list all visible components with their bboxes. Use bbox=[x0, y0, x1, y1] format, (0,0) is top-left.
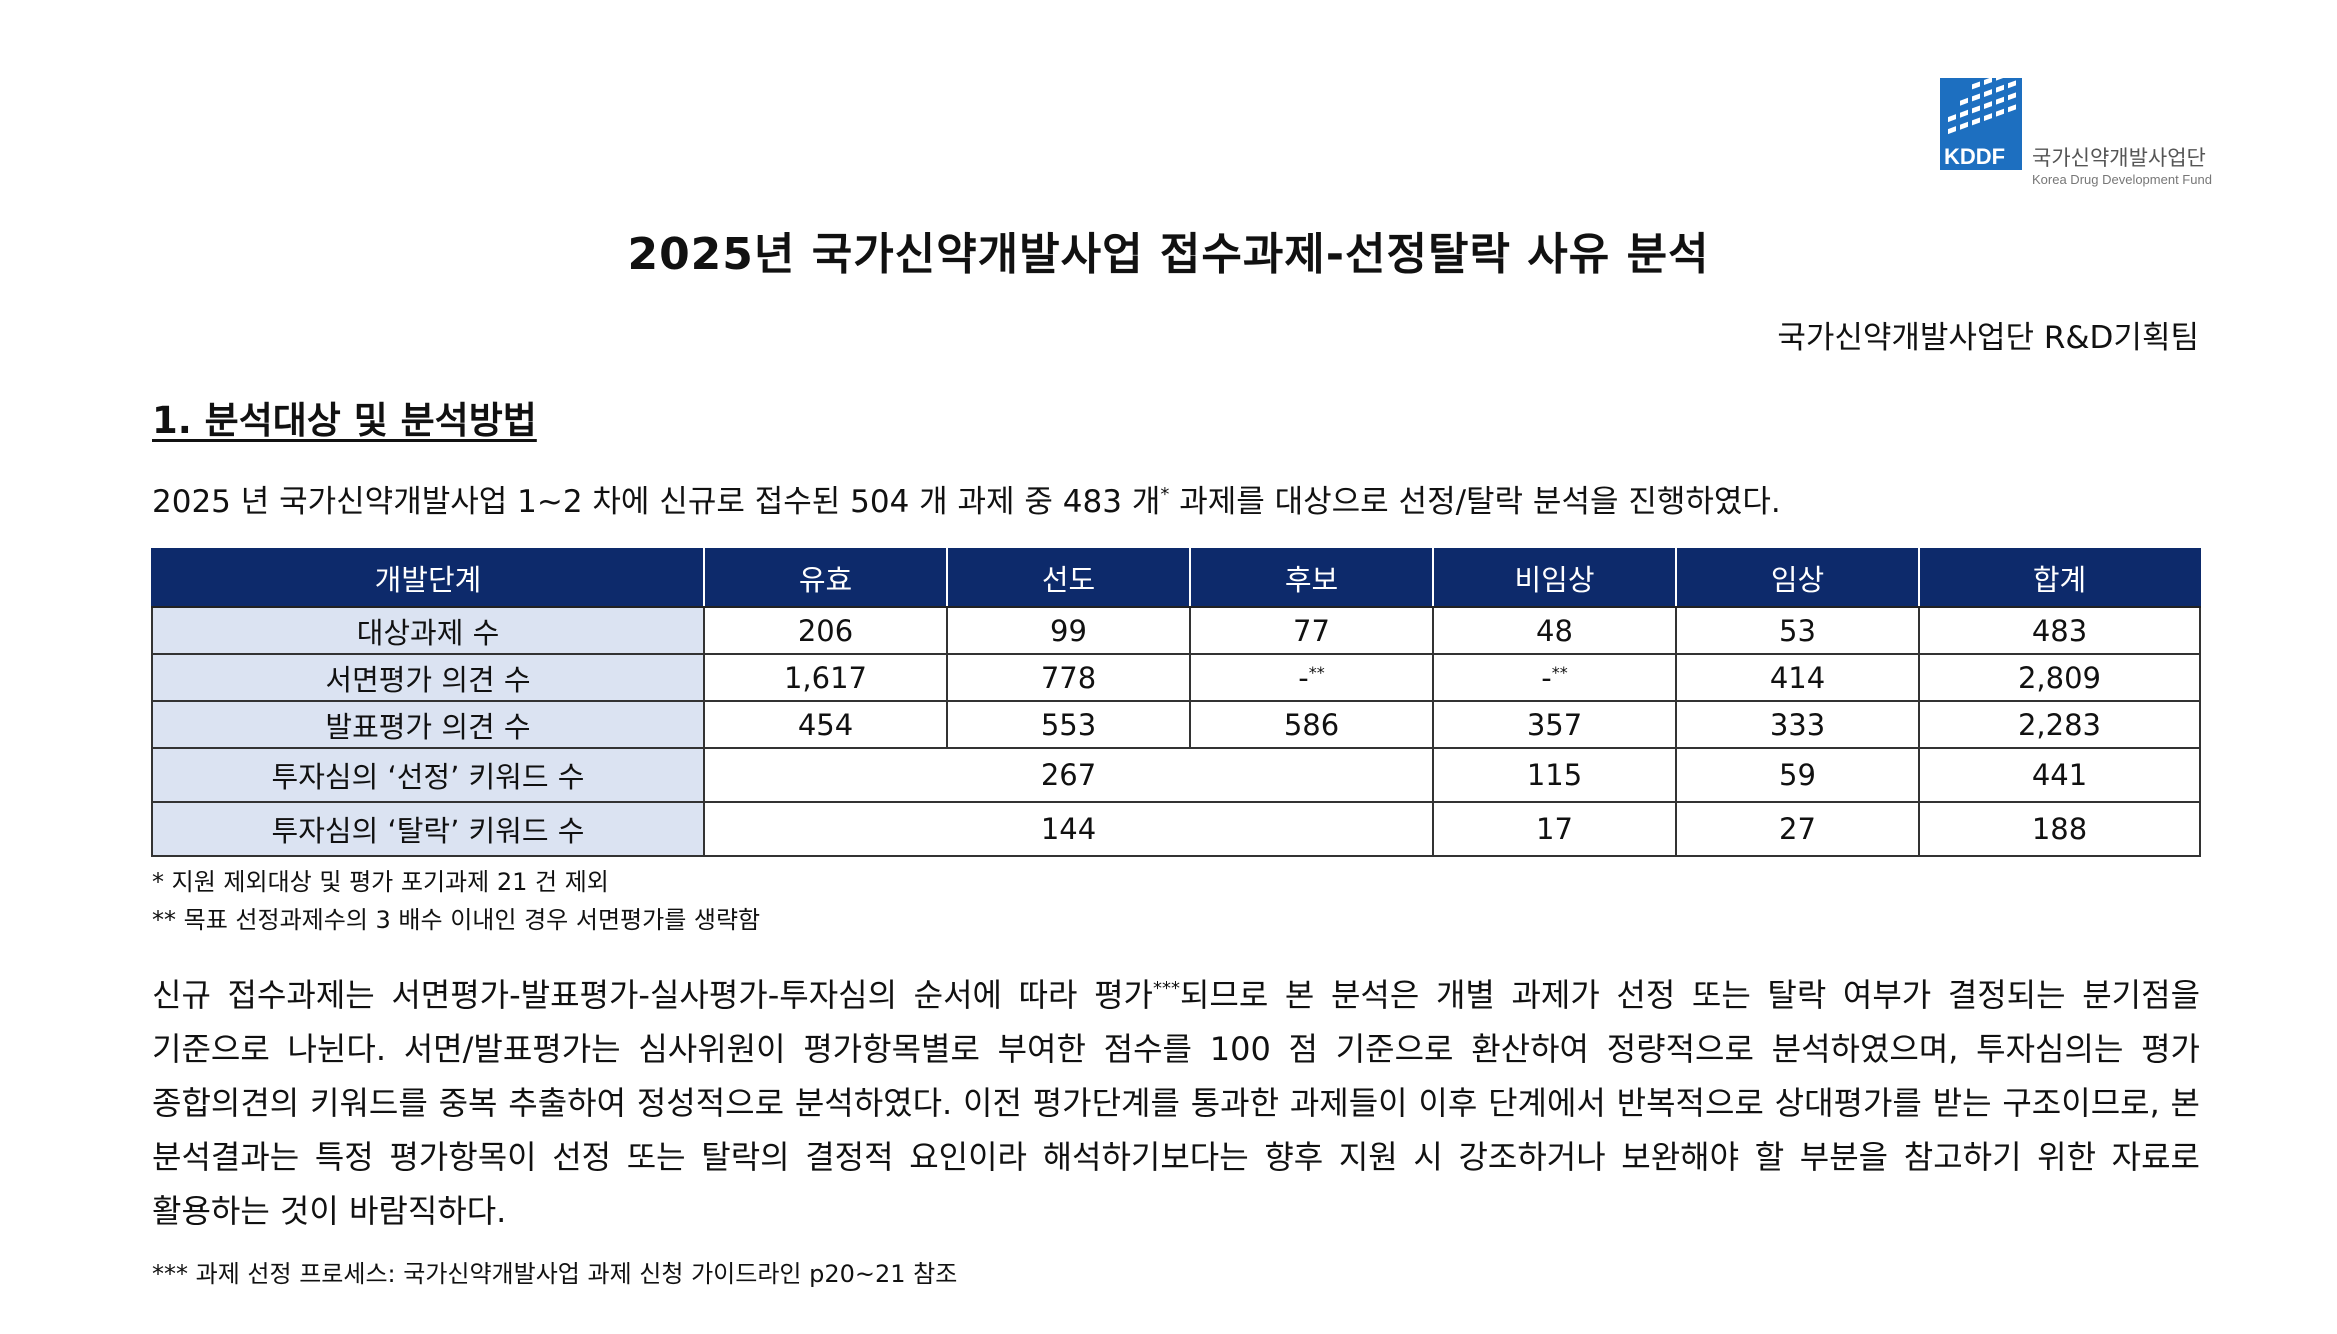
table-header-cell: 후보 bbox=[1189, 548, 1434, 608]
table-cell: 115 bbox=[1432, 747, 1677, 803]
intro-text: 2025 년 국가신약개발사업 1~2 차에 신규로 접수된 504 개 과제 … bbox=[152, 476, 1781, 521]
stats-table: 개발단계 유효 선도 후보 비임상 임상 합계 대상과제 수 206 99 77… bbox=[151, 548, 2201, 857]
table-header-row: 개발단계 유효 선도 후보 비임상 임상 합계 bbox=[151, 548, 2201, 608]
intro-footnote-mark: * bbox=[1160, 484, 1170, 505]
table-cell: 357 bbox=[1432, 700, 1677, 749]
table-row: 대상과제 수 206 99 77 48 53 483 bbox=[151, 606, 2201, 655]
table-cell: 17 bbox=[1432, 801, 1677, 857]
table-cell: 53 bbox=[1675, 606, 1920, 655]
merged-cell: 267 bbox=[703, 747, 1434, 803]
table-cell: 553 bbox=[946, 700, 1191, 749]
table-row: 투자심의 ‘선정’ 키워드 수 267 115 59 441 bbox=[151, 747, 2201, 803]
table-cell: 2,283 bbox=[1918, 700, 2201, 749]
merged-cell: 144 bbox=[703, 801, 1434, 857]
section-heading: 1. 분석대상 및 분석방법 bbox=[152, 399, 537, 442]
row-label: 대상과제 수 bbox=[151, 606, 705, 655]
cell-value: - bbox=[1541, 660, 1552, 695]
department-name: 국가신약개발사업단 R&D기획팀 bbox=[1777, 320, 2199, 356]
table-cell: 99 bbox=[946, 606, 1191, 655]
table-header-cell: 임상 bbox=[1675, 548, 1920, 608]
table-cell: 59 bbox=[1675, 747, 1920, 803]
logo-name: 국가신약개발사업단 bbox=[2032, 146, 2206, 170]
table-header-cell: 선도 bbox=[946, 548, 1191, 608]
row-label: 투자심의 ‘선정’ 키워드 수 bbox=[151, 747, 705, 803]
table-cell: 586 bbox=[1189, 700, 1434, 749]
paragraph-text-rest: 되므로 본 분석은 개별 과제가 선정 또는 탈락 여부가 결정되는 분기점을 … bbox=[152, 976, 2201, 1230]
kddf-logo-mark: KDDF bbox=[1940, 78, 2022, 170]
table-cell: 333 bbox=[1675, 700, 1920, 749]
table-cell: 2,809 bbox=[1918, 653, 2201, 702]
intro-text-rest: 과제를 대상으로 선정/탈락 분석을 진행하였다. bbox=[1169, 484, 1781, 520]
intro-text-main: 2025 년 국가신약개발사업 1~2 차에 신규로 접수된 504 개 과제 … bbox=[152, 484, 1161, 520]
paragraph-footnote-mark: *** bbox=[1152, 978, 1180, 999]
table-row: 투자심의 ‘탈락’ 키워드 수 144 17 27 188 bbox=[151, 801, 2201, 857]
kddf-logo: KDDF 국가신약개발사업단 Korea Drug Development Fu… bbox=[1940, 78, 2212, 190]
table-header-cell: 유효 bbox=[703, 548, 948, 608]
footnote-mark: ** bbox=[1308, 662, 1325, 682]
method-paragraph: 신규 접수과제는 서면평가-발표평가-실사평가-투자심의 순서에 따라 평가**… bbox=[152, 962, 2200, 1238]
table-note-1: * 지원 제외대상 및 평가 포기과제 21 건 제외 bbox=[152, 868, 609, 896]
table-header-cell: 비임상 bbox=[1432, 548, 1677, 608]
logo-wave-icon bbox=[1948, 78, 2016, 135]
row-label: 서면평가 의견 수 bbox=[151, 653, 705, 702]
table-cell: 77 bbox=[1189, 606, 1434, 655]
paragraph-text: 신규 접수과제는 서면평가-발표평가-실사평가-투자심의 순서에 따라 평가 bbox=[152, 976, 1153, 1014]
table-header-cell: 개발단계 bbox=[151, 548, 705, 608]
table-cell: 414 bbox=[1675, 653, 1920, 702]
table-row: 서면평가 의견 수 1,617 778 -** -** 414 2,809 bbox=[151, 653, 2201, 702]
table-cell: 778 bbox=[946, 653, 1191, 702]
footnote-mark: ** bbox=[1551, 662, 1568, 682]
document-title: 2025년 국가신약개발사업 접수과제-선정탈락 사유 분석 bbox=[627, 229, 1710, 280]
table-cell: 48 bbox=[1432, 606, 1677, 655]
row-label: 투자심의 ‘탈락’ 키워드 수 bbox=[151, 801, 705, 857]
row-label: 발표평가 의견 수 bbox=[151, 700, 705, 749]
table-note-2: ** 목표 선정과제수의 3 배수 이내인 경우 서면평가를 생략함 bbox=[152, 906, 761, 934]
logo-abbr: KDDF bbox=[1944, 144, 2006, 169]
process-footnote: *** 과제 선정 프로세스: 국가신약개발사업 과제 신청 가이드라인 p20… bbox=[152, 1260, 958, 1288]
table-row: 발표평가 의견 수 454 553 586 357 333 2,283 bbox=[151, 700, 2201, 749]
table-cell: -** bbox=[1189, 653, 1434, 702]
table-cell: 188 bbox=[1918, 801, 2201, 857]
table-cell: 206 bbox=[703, 606, 948, 655]
table-cell: 454 bbox=[703, 700, 948, 749]
table-header-cell: 합계 bbox=[1918, 548, 2201, 608]
table-cell: 27 bbox=[1675, 801, 1920, 857]
table-cell: -** bbox=[1432, 653, 1677, 702]
cell-value: - bbox=[1298, 660, 1309, 695]
table-cell: 441 bbox=[1918, 747, 2201, 803]
table-cell: 483 bbox=[1918, 606, 2201, 655]
table-cell: 1,617 bbox=[703, 653, 948, 702]
logo-subtitle: Korea Drug Development Fund bbox=[2032, 172, 2212, 187]
